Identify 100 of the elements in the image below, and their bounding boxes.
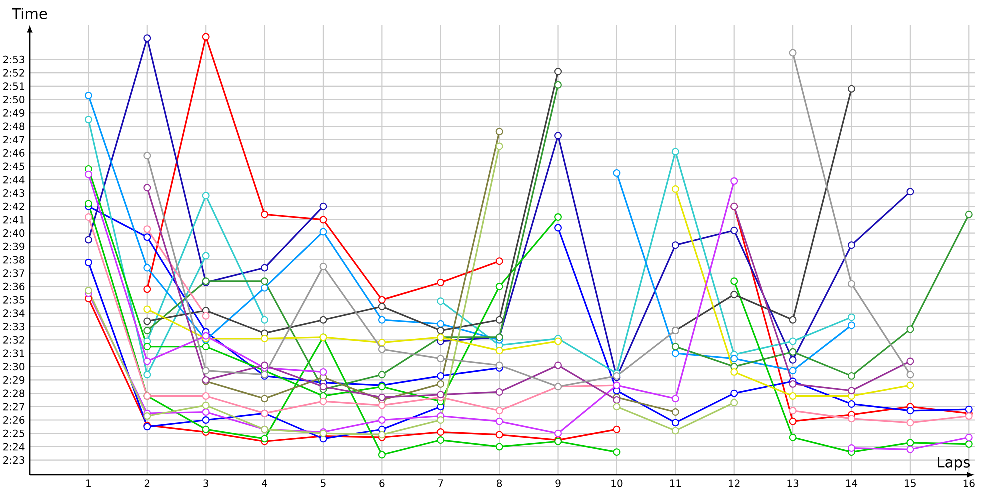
point: [84, 258, 92, 266]
point: [906, 188, 914, 196]
point: [613, 448, 621, 456]
y-tick-label: 2:37: [4, 270, 24, 278]
point: [144, 412, 152, 420]
point: [202, 416, 210, 424]
point: [84, 200, 92, 208]
point: [378, 303, 386, 310]
point: [965, 440, 973, 448]
point: [144, 264, 152, 272]
y-tick-label: 2:29: [4, 376, 25, 384]
point: [202, 392, 210, 400]
x-tick-label: 4: [262, 480, 268, 487]
point: [496, 431, 504, 439]
point: [320, 262, 328, 270]
point: [437, 380, 445, 388]
point: [202, 252, 210, 260]
point: [672, 186, 680, 193]
y-tick-label: 2:26: [4, 416, 25, 424]
x-tick-label: 13: [788, 480, 799, 488]
point: [730, 390, 738, 398]
point: [789, 49, 797, 57]
y-tick-label: 2:31: [4, 350, 24, 358]
x-tick-label: 8: [497, 480, 502, 488]
point: [496, 388, 504, 396]
y-tick-label: 2:32: [4, 336, 24, 344]
y-tick-label: 2:43: [4, 189, 24, 198]
point: [144, 152, 152, 160]
x-tick-label: 11: [670, 480, 682, 487]
point: [906, 382, 914, 390]
point: [202, 312, 210, 320]
point: [730, 368, 738, 376]
point: [848, 322, 856, 330]
point: [789, 367, 797, 375]
point: [437, 298, 445, 306]
point: [848, 444, 856, 452]
y-tick-label: 2:42: [4, 202, 24, 210]
point: [144, 234, 152, 242]
point: [144, 371, 152, 379]
point: [378, 346, 386, 354]
y-tick-label: 2:49: [4, 109, 25, 117]
point: [496, 418, 504, 426]
point: [378, 339, 386, 347]
point: [554, 338, 562, 346]
point: [202, 426, 210, 434]
point: [261, 335, 269, 343]
point: [613, 403, 621, 411]
x-tick-label: 1: [86, 480, 91, 487]
y-tick-label: 2:39: [4, 242, 25, 250]
point: [496, 443, 504, 451]
x-tick-label: 6: [380, 480, 385, 488]
point: [789, 380, 797, 388]
y-tick-label: 2:40: [4, 230, 25, 238]
y-tick-label: 2:41: [4, 216, 24, 224]
point: [730, 355, 738, 363]
point: [848, 400, 856, 408]
point: [672, 427, 680, 435]
point: [554, 214, 562, 222]
point: [437, 428, 445, 436]
point: [496, 407, 504, 415]
point: [496, 128, 504, 136]
point: [848, 85, 856, 93]
point: [906, 326, 914, 334]
point: [672, 242, 680, 250]
point: [789, 348, 797, 356]
x-tick-label: 3: [204, 480, 208, 488]
point: [378, 416, 386, 424]
point: [437, 372, 445, 380]
point: [789, 418, 797, 426]
point: [378, 296, 386, 304]
point: [437, 391, 445, 399]
point: [730, 177, 738, 185]
y-tick-label: 2:48: [4, 122, 25, 130]
point: [320, 398, 328, 406]
point: [144, 286, 152, 294]
y-tick-label: 2:51: [4, 82, 24, 90]
point: [496, 258, 504, 266]
x-tick-label: 14: [846, 480, 858, 487]
point: [84, 170, 92, 178]
point: [965, 406, 973, 414]
point: [202, 367, 210, 375]
point: [554, 224, 562, 232]
point: [261, 316, 269, 324]
y-tick-label: 2:36: [4, 282, 25, 291]
point: [848, 372, 856, 380]
y-tick-label: 2:24: [4, 443, 25, 451]
point: [437, 320, 445, 328]
point: [848, 387, 856, 395]
y-tick-label: 2:30: [4, 363, 25, 371]
y-tick-label: 2:50: [4, 96, 25, 104]
point: [437, 278, 445, 286]
point: [848, 415, 856, 423]
point: [554, 132, 562, 140]
y-tick-label: 2:34: [4, 310, 25, 318]
point: [906, 419, 914, 427]
point: [848, 314, 856, 322]
point: [261, 395, 269, 403]
point: [672, 343, 680, 351]
y-tick-label: 2:46: [4, 149, 25, 157]
point: [202, 343, 210, 351]
